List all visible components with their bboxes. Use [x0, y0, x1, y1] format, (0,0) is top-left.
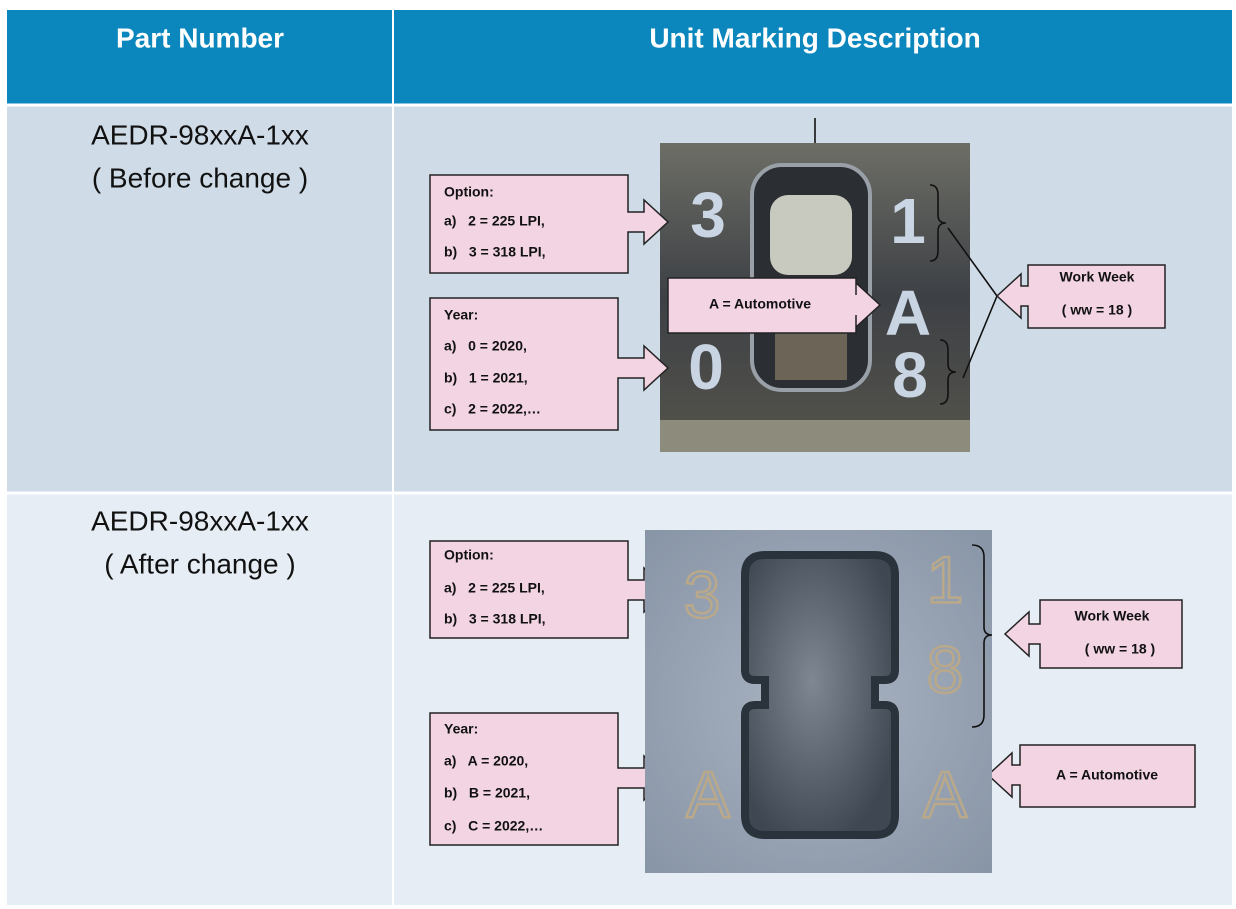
chip-mark: 8 [927, 632, 964, 706]
callout-text: b) 3 = 318 LPI, [444, 244, 546, 260]
callout-box [995, 264, 1166, 329]
header-cell: Unit Marking Description [649, 22, 980, 53]
chip-mark: 1 [927, 542, 964, 616]
callout-text: Option: [444, 547, 494, 563]
chip-mark: 1 [890, 185, 926, 257]
callout-box [429, 297, 670, 431]
callout-text: ( ww = 18 ) [1085, 641, 1155, 657]
header-cell: Part Number [116, 22, 284, 53]
header-row [7, 10, 1232, 105]
callout-text: a) 0 = 2020, [444, 338, 527, 354]
chip-lens [770, 195, 852, 275]
callout-text: Year: [444, 721, 478, 737]
chip-mark: A [686, 757, 730, 831]
chip-mark: A [885, 277, 931, 349]
callout-box [986, 744, 1196, 808]
callout-text: Work Week [1075, 608, 1150, 624]
part-note: ( Before change ) [92, 162, 308, 193]
part-note: ( After change ) [104, 548, 295, 579]
callout-text: Work Week [1060, 269, 1135, 285]
bracket [929, 184, 947, 262]
bracket [971, 544, 993, 728]
chip-mark: 3 [684, 557, 721, 631]
chip-mark: 0 [688, 331, 724, 403]
bracket [939, 339, 957, 405]
pointer [962, 295, 998, 379]
callout-text: c) 2 = 2022,… [444, 401, 541, 417]
chip-mark: A [923, 757, 967, 831]
callout-text: b) B = 2021, [444, 785, 530, 801]
pointer [947, 227, 998, 297]
callout-text: c) C = 2022,… [444, 818, 543, 834]
callout-box [1003, 599, 1183, 669]
callout-box [429, 174, 670, 274]
part-number: AEDR-98xxA-1xx [91, 119, 309, 150]
callout-text: A = Automotive [709, 296, 811, 312]
callout-box [667, 277, 882, 334]
callout-text: Year: [444, 307, 478, 323]
callout-text: ( ww = 18 ) [1062, 302, 1132, 318]
callouts [429, 174, 1196, 846]
chip-mark: 8 [892, 339, 928, 411]
chip-edge [660, 420, 970, 452]
chip-window [741, 551, 899, 839]
callout-text: a) 2 = 225 LPI, [444, 213, 545, 229]
part-number: AEDR-98xxA-1xx [91, 505, 309, 536]
callout-text: b) 1 = 2021, [444, 370, 528, 386]
callout-text: b) 3 = 318 LPI, [444, 611, 546, 627]
callout-text: a) 2 = 225 LPI, [444, 580, 545, 596]
callout-text: A = Automotive [1056, 767, 1158, 783]
chip-mark: 3 [690, 179, 726, 251]
callout-text: a) A = 2020, [444, 753, 528, 769]
callout-text: Option: [444, 184, 494, 200]
